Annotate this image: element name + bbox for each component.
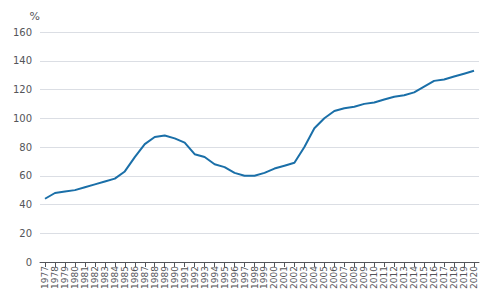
svg-text:1978: 1978 — [50, 266, 60, 289]
svg-text:2010: 2010 — [369, 266, 379, 289]
svg-text:2009: 2009 — [359, 266, 369, 289]
svg-text:1984: 1984 — [110, 266, 120, 289]
svg-text:2017: 2017 — [439, 266, 449, 289]
svg-text:80: 80 — [19, 142, 32, 153]
svg-text:1985: 1985 — [120, 266, 130, 289]
svg-text:1980: 1980 — [70, 266, 80, 289]
svg-text:1982: 1982 — [90, 266, 100, 289]
svg-text:2011: 2011 — [379, 266, 389, 289]
svg-text:1983: 1983 — [100, 266, 110, 289]
svg-text:1999: 1999 — [259, 266, 269, 289]
svg-text:2015: 2015 — [419, 266, 429, 289]
svg-text:2001: 2001 — [279, 266, 289, 289]
svg-text:1996: 1996 — [230, 266, 240, 289]
svg-text:2020: 2020 — [469, 266, 479, 289]
svg-text:2006: 2006 — [329, 266, 339, 289]
svg-text:1988: 1988 — [150, 266, 160, 289]
svg-text:2016: 2016 — [429, 266, 439, 289]
svg-text:160: 160 — [13, 27, 32, 38]
svg-text:2005: 2005 — [319, 266, 329, 289]
svg-text:2018: 2018 — [449, 266, 459, 289]
svg-text:120: 120 — [13, 84, 32, 95]
svg-text:%: % — [30, 10, 40, 23]
svg-text:2013: 2013 — [399, 266, 409, 289]
svg-text:2012: 2012 — [389, 266, 399, 289]
svg-text:1989: 1989 — [160, 266, 170, 289]
svg-text:2008: 2008 — [349, 266, 359, 289]
svg-text:1986: 1986 — [130, 266, 140, 289]
svg-text:2003: 2003 — [299, 266, 309, 289]
svg-text:2000: 2000 — [269, 266, 279, 289]
svg-text:60: 60 — [19, 170, 32, 181]
svg-text:1990: 1990 — [170, 266, 180, 289]
svg-text:1994: 1994 — [210, 266, 220, 289]
svg-text:2007: 2007 — [339, 266, 349, 289]
svg-text:1977: 1977 — [40, 266, 50, 289]
svg-text:140: 140 — [13, 55, 32, 66]
svg-text:1998: 1998 — [250, 266, 260, 289]
svg-text:1981: 1981 — [80, 266, 90, 289]
svg-text:2004: 2004 — [309, 266, 319, 289]
svg-text:2002: 2002 — [289, 266, 299, 289]
svg-text:0: 0 — [26, 257, 32, 268]
svg-text:2014: 2014 — [409, 266, 419, 289]
svg-text:1997: 1997 — [240, 266, 250, 289]
svg-text:1992: 1992 — [190, 266, 200, 289]
svg-text:2019: 2019 — [459, 266, 469, 289]
svg-text:40: 40 — [19, 199, 32, 210]
svg-text:100: 100 — [13, 113, 32, 124]
svg-text:1993: 1993 — [200, 266, 210, 289]
svg-text:1979: 1979 — [60, 266, 70, 289]
svg-text:1995: 1995 — [220, 266, 230, 289]
svg-text:1991: 1991 — [180, 266, 190, 289]
svg-text:1987: 1987 — [140, 266, 150, 289]
svg-text:20: 20 — [19, 228, 32, 239]
